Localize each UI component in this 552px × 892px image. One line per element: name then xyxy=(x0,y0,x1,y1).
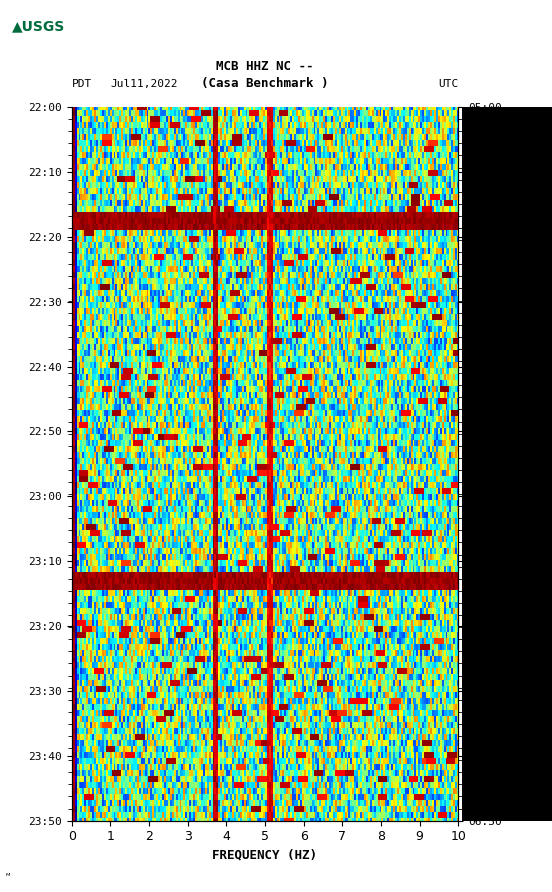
Text: PDT: PDT xyxy=(72,78,92,89)
Text: MCB HHZ NC --: MCB HHZ NC -- xyxy=(216,61,314,73)
Text: ᴹ: ᴹ xyxy=(6,871,10,880)
Text: ▲USGS: ▲USGS xyxy=(12,20,65,34)
X-axis label: FREQUENCY (HZ): FREQUENCY (HZ) xyxy=(213,849,317,862)
Text: (Casa Benchmark ): (Casa Benchmark ) xyxy=(201,78,328,90)
Text: Jul11,2022: Jul11,2022 xyxy=(110,78,178,89)
Text: UTC: UTC xyxy=(438,78,458,89)
